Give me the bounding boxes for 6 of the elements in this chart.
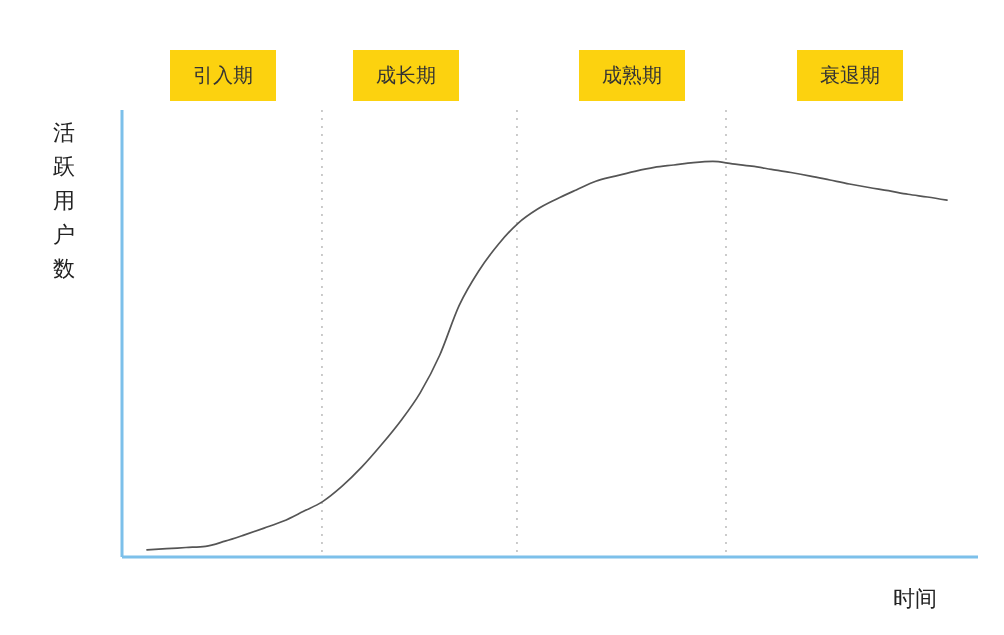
text: 引入期: [170, 50, 276, 101]
x-axis-title: 时间: [893, 586, 937, 611]
text: 成熟期: [579, 50, 686, 101]
y-axis-title: 活跃用户数: [53, 119, 76, 283]
text: 成长期: [353, 50, 460, 101]
text: 衰退期: [796, 50, 903, 101]
